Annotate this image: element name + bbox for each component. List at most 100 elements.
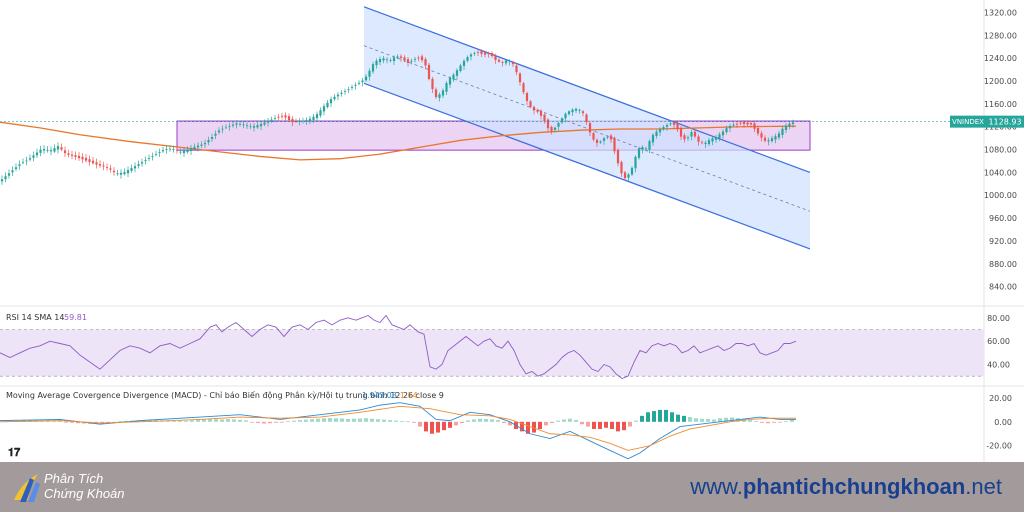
- candle: [98, 160, 102, 168]
- candle: [494, 53, 497, 64]
- candle: [315, 111, 319, 122]
- macd-legend-value-histogram: -1.14: [397, 391, 418, 400]
- macd-histogram-bar: [250, 421, 254, 423]
- candle: [508, 59, 511, 66]
- candle: [567, 110, 571, 116]
- last-price-badge: [986, 115, 1024, 128]
- macd-histogram-bar: [784, 421, 788, 422]
- candle: [123, 168, 126, 176]
- channel-middle-line: [363, 45, 811, 212]
- candle: [193, 143, 196, 151]
- macd-histogram-bar: [376, 419, 380, 422]
- candle: [207, 136, 210, 146]
- tradingview-logo[interactable]: 𝟏𝟕: [8, 446, 21, 459]
- candle: [438, 92, 441, 102]
- candle: [641, 145, 644, 154]
- macd-histogram-bar: [748, 420, 752, 422]
- url-domain: phantichchungkhoan: [742, 474, 966, 499]
- macd-histogram-bar: [370, 418, 374, 422]
- chart-area[interactable]: 840.00 880.00 920.00 960.00 1000.00 1040.00 10…: [0, 0, 1024, 462]
- macd-histogram-bar: [622, 421, 626, 431]
- candle: [4, 172, 7, 183]
- macd-histogram-bar: [436, 421, 440, 433]
- candle: [602, 136, 606, 145]
- channel-lower-line[interactable]: [363, 82, 811, 250]
- macd-histogram-bar: [448, 421, 452, 428]
- candle: [298, 118, 301, 126]
- candle: [214, 130, 217, 140]
- candle: [557, 121, 560, 131]
- candle: [676, 121, 679, 132]
- candle: [427, 62, 431, 81]
- candle: [270, 116, 273, 124]
- candle: [483, 50, 487, 58]
- macd-pane[interactable]: Moving Average Covergence Divergence (MA…: [0, 390, 1012, 460]
- candle: [599, 140, 602, 144]
- candle: [683, 133, 686, 143]
- candle: [648, 139, 651, 154]
- rsi-pane[interactable]: RSI 14 SMA 14 59.81 40.00 60.00 80.00: [0, 313, 1010, 380]
- macd-legend-value-signal: 3.08: [379, 391, 397, 400]
- candle: [431, 76, 434, 94]
- candle: [753, 120, 756, 133]
- footer-banner: Phân Tích Chứng Khoán www.phantichchungk…: [0, 462, 1024, 512]
- macd-histogram-bar: [280, 421, 284, 423]
- candle: [522, 81, 525, 95]
- candle: [574, 107, 578, 114]
- candle: [249, 123, 252, 130]
- candle: [571, 108, 574, 117]
- price-tick-label: 920.00: [989, 237, 1017, 246]
- candle: [21, 158, 25, 165]
- macd-histogram-bar: [268, 421, 272, 424]
- candle: [585, 113, 588, 125]
- symbol-label: VNINDEX: [952, 118, 984, 126]
- macd-histogram-bar: [148, 419, 152, 422]
- candle: [455, 68, 459, 80]
- candle: [305, 117, 308, 125]
- candle: [770, 135, 774, 143]
- candle: [697, 134, 700, 146]
- macd-histogram-bar: [526, 421, 530, 434]
- candle: [154, 150, 158, 157]
- candle: [361, 78, 364, 87]
- candle: [672, 120, 676, 129]
- macd-histogram-bar: [142, 420, 146, 422]
- macd-histogram-bar: [190, 420, 194, 422]
- macd-histogram-bar: [760, 421, 764, 423]
- svg-text:𝟏𝟕: 𝟏𝟕: [8, 446, 21, 459]
- candle: [32, 151, 35, 162]
- candle: [42, 145, 46, 154]
- candle: [424, 57, 427, 70]
- candle: [116, 169, 119, 176]
- candle: [413, 56, 417, 63]
- candle: [665, 123, 669, 131]
- price-tick-label: 1000.00: [984, 191, 1017, 200]
- candle: [476, 50, 480, 56]
- descending-channel[interactable]: [363, 6, 811, 250]
- candle: [277, 113, 280, 121]
- macd-histogram-bar: [358, 418, 362, 422]
- brand-name-line1: Phân Tích: [44, 471, 104, 486]
- candle: [767, 137, 770, 146]
- macd-histogram-bar: [394, 420, 398, 422]
- candle: [525, 91, 529, 105]
- candle: [189, 144, 193, 155]
- macd-lines: [0, 402, 796, 460]
- channel-upper-line[interactable]: [363, 6, 811, 173]
- symbol-tag: [950, 115, 986, 128]
- macd-histogram-bar: [364, 418, 368, 422]
- macd-histogram-bar: [652, 411, 656, 422]
- macd-histogram-bar: [610, 421, 614, 429]
- candle: [63, 146, 67, 157]
- candle: [28, 154, 32, 162]
- macd-histogram-bar: [484, 418, 488, 422]
- candle: [480, 49, 483, 58]
- candle: [53, 144, 56, 154]
- candle: [497, 58, 501, 63]
- candle: [392, 55, 396, 65]
- website-url[interactable]: www.phantichchungkhoan.net: [690, 474, 1002, 500]
- rsi-axis: 40.00 60.00 80.00: [987, 314, 1010, 370]
- candle: [623, 170, 627, 181]
- macd-histogram-bar: [316, 418, 320, 422]
- macd-legend-title: Moving Average Covergence Divergence (MA…: [6, 390, 444, 401]
